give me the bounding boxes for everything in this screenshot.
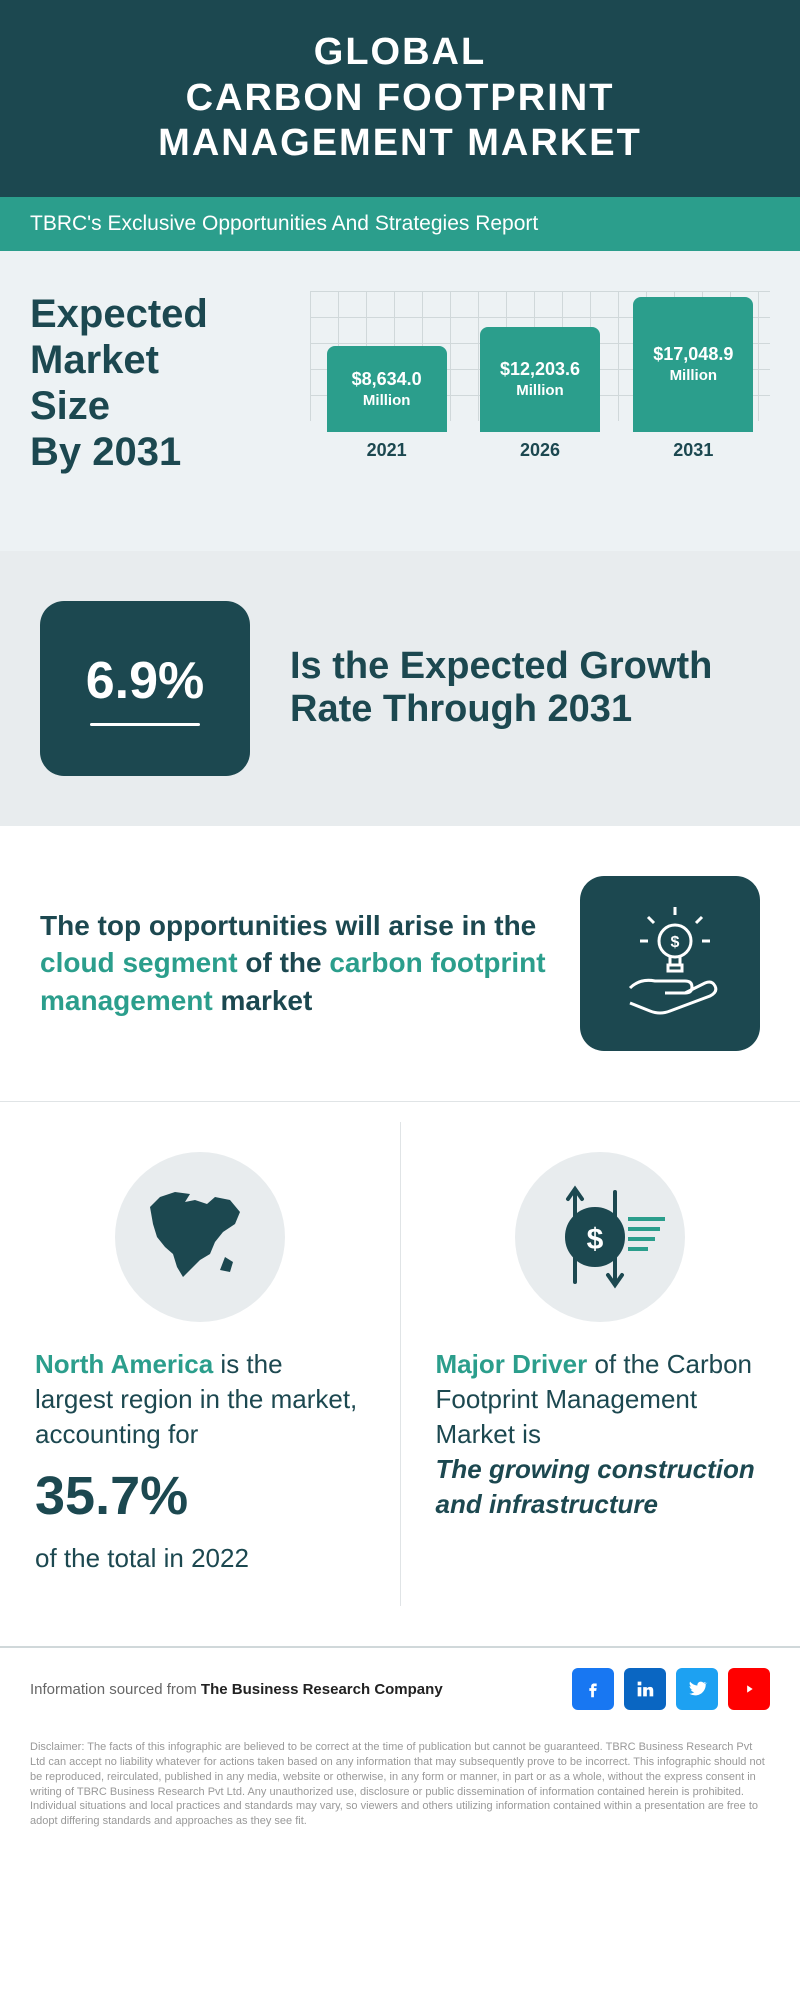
opportunities-text: The top opportunities will arise in the …	[40, 907, 550, 1020]
svg-text:$: $	[587, 1223, 604, 1256]
linkedin-icon[interactable]	[624, 1668, 666, 1710]
text-part: The top opportunities will arise in the	[40, 910, 536, 941]
footer: Information sourced from The Business Re…	[0, 1646, 800, 1730]
bar-value: $12,203.6	[500, 359, 580, 380]
region-text: North America is the largest region in t…	[35, 1347, 365, 1576]
region-percent: 35.7%	[35, 1460, 365, 1533]
bar-group: $12,203.6 Million 2026	[475, 327, 605, 461]
hand-bulb-icon: $	[610, 903, 730, 1023]
opportunities-section: The top opportunities will arise in the …	[0, 826, 800, 1101]
region-name: North America	[35, 1349, 213, 1379]
region-column: North America is the largest region in t…	[0, 1122, 401, 1606]
percent-box: 6.9%	[40, 601, 250, 776]
twitter-icon[interactable]	[676, 1668, 718, 1710]
driver-value: The growing construction and infrastruct…	[436, 1454, 755, 1519]
growth-rate-section: 6.9% Is the Expected Growth Rate Through…	[0, 551, 800, 826]
market-size-section: Expected Market Size By 2031 $8,634.0 Mi…	[0, 251, 800, 551]
subtitle-text: TBRC's Exclusive Opportunities And Strat…	[30, 212, 538, 235]
dollar-arrows-icon: $	[530, 1177, 670, 1297]
text-part: market	[213, 985, 313, 1016]
highlight-text: cloud segment	[40, 947, 238, 978]
svg-text:$: $	[671, 934, 680, 951]
source-attribution: Information sourced from The Business Re…	[30, 1681, 443, 1698]
text-part: Information sourced from	[30, 1681, 201, 1698]
bar-group: $8,634.0 Million 2021	[322, 346, 452, 461]
header: GLOBAL CARBON FOOTPRINT MANAGEMENT MARKE…	[0, 0, 800, 197]
underline-decoration	[90, 723, 200, 726]
facebook-icon[interactable]	[572, 1668, 614, 1710]
market-size-title: Expected Market Size By 2031	[30, 291, 280, 475]
bar-unit: Million	[670, 367, 718, 384]
driver-icon-circle: $	[515, 1152, 685, 1322]
title-line3: MANAGEMENT MARKET	[158, 122, 642, 164]
youtube-icon[interactable]	[728, 1668, 770, 1710]
title-line2: CARBON FOOTPRINT	[186, 77, 615, 119]
bar-unit: Million	[516, 382, 564, 399]
source-name: The Business Research Company	[201, 1681, 443, 1698]
driver-text: Major Driver of the Carbon Footprint Man…	[436, 1347, 766, 1522]
title-word: Market	[30, 338, 159, 382]
main-title: GLOBAL CARBON FOOTPRINT MANAGEMENT MARKE…	[20, 30, 780, 167]
bar-value: $17,048.9	[653, 344, 733, 365]
bar-value: $8,634.0	[352, 369, 422, 390]
title-word: By 2031	[30, 430, 181, 474]
percent-value: 6.9%	[86, 651, 205, 711]
growth-rate-text: Is the Expected Growth Rate Through 2031	[290, 645, 760, 732]
chart-bars: $8,634.0 Million 2021 $12,203.6 Million …	[310, 311, 770, 461]
bar-group: $17,048.9 Million 2031	[628, 297, 758, 461]
title-word: Size	[30, 384, 110, 428]
bar-label: 2021	[367, 440, 407, 461]
north-america-icon	[135, 1182, 265, 1292]
bar-unit: Million	[363, 392, 411, 409]
bar-label: 2031	[673, 440, 713, 461]
globe-icon-circle	[115, 1152, 285, 1322]
bar: $17,048.9 Million	[633, 297, 753, 432]
bar: $12,203.6 Million	[480, 327, 600, 432]
idea-icon-box: $	[580, 876, 760, 1051]
bar-label: 2026	[520, 440, 560, 461]
text-part: of the total in 2022	[35, 1543, 249, 1573]
bar: $8,634.0 Million	[327, 346, 447, 432]
text-part: of the	[238, 947, 330, 978]
subtitle-bar: TBRC's Exclusive Opportunities And Strat…	[0, 197, 800, 251]
title-line1: GLOBAL	[314, 31, 486, 73]
title-word: Expected	[30, 292, 208, 336]
disclaimer-text: Disclaimer: The facts of this infographi…	[0, 1730, 800, 1859]
social-links	[572, 1668, 770, 1710]
bar-chart: $8,634.0 Million 2021 $12,203.6 Million …	[310, 291, 770, 491]
two-column-section: North America is the largest region in t…	[0, 1101, 800, 1646]
driver-label: Major Driver	[436, 1349, 588, 1379]
driver-column: $ Major Driver of the Carbon Footprint M…	[401, 1122, 800, 1606]
